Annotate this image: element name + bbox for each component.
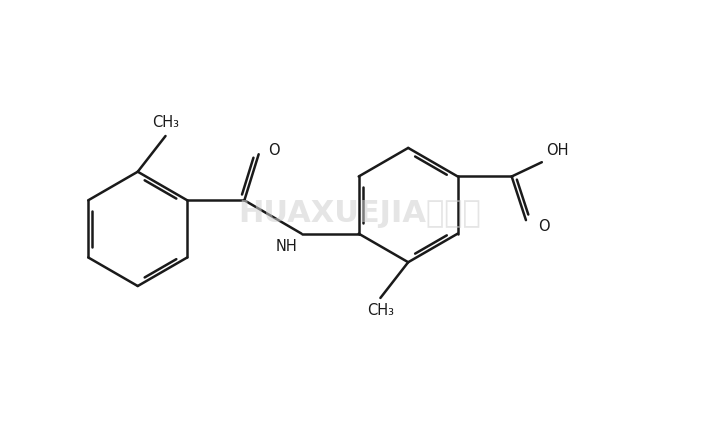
Text: OH: OH bbox=[546, 143, 568, 158]
Text: NH: NH bbox=[276, 239, 297, 254]
Text: CH₃: CH₃ bbox=[367, 303, 394, 319]
Text: HUAXUEJIA化学加: HUAXUEJIA化学加 bbox=[238, 199, 482, 227]
Text: CH₃: CH₃ bbox=[152, 115, 179, 130]
Text: O: O bbox=[268, 143, 280, 158]
Text: O: O bbox=[538, 219, 549, 234]
